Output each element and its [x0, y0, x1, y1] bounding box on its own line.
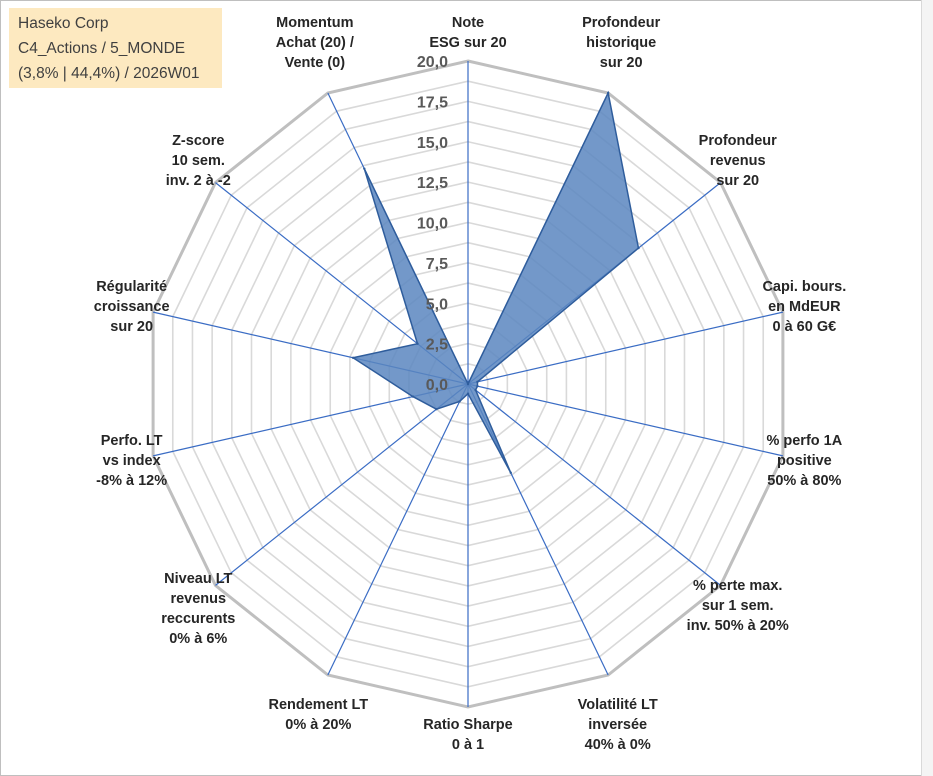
- axis-label-line: sur 20: [600, 55, 643, 71]
- axis-label-line: 50% à 80%: [767, 473, 841, 489]
- info-company: Haseko Corp: [18, 15, 109, 32]
- axis-label: Perfo. LT vs index -8% à 12%: [96, 433, 167, 489]
- data-point: [351, 356, 355, 359]
- axis-label-line: sur 1 sem.: [702, 598, 774, 614]
- axis-label: Régularité croissance sur 20: [94, 279, 170, 335]
- axis-label-line: 0% à 6%: [169, 631, 227, 647]
- axis-label: Momentum Achat (20) / Vente (0): [276, 15, 354, 71]
- data-point: [476, 384, 479, 388]
- r-tick-label: 17,5: [417, 94, 448, 111]
- data-point: [606, 91, 610, 95]
- axis-spoke: [327, 383, 469, 676]
- data-point: [476, 380, 479, 384]
- axis-label-line: en MdEUR: [768, 299, 841, 315]
- axis-label-line: positive: [777, 453, 832, 469]
- axis-label-line: historique: [586, 35, 656, 51]
- axis-label-line: inv. 50% à 20%: [687, 618, 789, 634]
- axis-label: Profondeur revenus sur 20: [699, 133, 777, 189]
- axis-label-line: 0 à 1: [452, 737, 484, 753]
- info-box: Haseko Corp C4_Actions / 5_MONDE (3,8% |…: [9, 8, 222, 88]
- axis-label: % perfo 1A positive 50% à 80%: [766, 433, 842, 489]
- axis-label-line: sur 20: [716, 173, 759, 189]
- axis-label-line: ESG sur 20: [429, 35, 506, 51]
- data-point: [637, 246, 640, 250]
- axis-label: Profondeur historique sur 20: [582, 15, 660, 71]
- axis-label-line: Achat (20) /: [276, 35, 354, 51]
- sheet-gutter: [921, 0, 933, 776]
- axis-label-line: Ratio Sharpe: [423, 717, 512, 733]
- r-tick-label: 7,5: [426, 256, 448, 273]
- axis-label: % perte max. sur 1 sem. inv. 50% à 20%: [687, 578, 789, 634]
- axis-label-line: 10 sem.: [172, 153, 225, 169]
- data-point: [435, 407, 438, 411]
- axis-label: Ratio Sharpe 0 à 1: [423, 717, 512, 753]
- axis-label-line: Profondeur: [582, 15, 660, 31]
- axis-label: Volatilité LT inversée 40% à 0%: [578, 697, 658, 753]
- axis-spoke: [467, 383, 784, 457]
- data-point: [466, 382, 470, 386]
- data-point: [466, 392, 470, 395]
- info-portfolio: C4_Actions / 5_MONDE: [18, 40, 186, 57]
- r-tick-label: 10,0: [417, 216, 448, 233]
- axis-label-line: Capi. bours.: [762, 279, 846, 295]
- axis-label-line: reccurents: [161, 611, 235, 627]
- axis-spoke: [215, 383, 469, 586]
- axis-label-line: Note: [452, 15, 484, 31]
- axis-label-line: revenus: [710, 153, 766, 169]
- r-tick-label: 2,5: [426, 337, 448, 354]
- axis-label-line: Rendement LT: [268, 697, 368, 713]
- axis-label-line: Régularité: [96, 279, 167, 295]
- axis-label-line: sur 20: [110, 319, 153, 335]
- axis-spoke: [467, 383, 721, 586]
- data-point: [411, 395, 415, 398]
- r-tick-label: 20,0: [417, 54, 448, 71]
- axis-label: Z-score 10 sem. inv. 2 à -2: [166, 133, 231, 189]
- data-point: [474, 388, 477, 392]
- r-tick-label: 5,0: [426, 296, 448, 313]
- axis-label: Capi. bours. en MdEUR 0 à 60 G€: [762, 279, 846, 335]
- data-point: [363, 167, 366, 170]
- axis-label-line: 0% à 20%: [285, 717, 351, 733]
- axis-label-line: inv. 2 à -2: [166, 173, 231, 189]
- axis-label-line: 0 à 60 G€: [773, 319, 837, 335]
- axis-label-line: Profondeur: [699, 133, 777, 149]
- axis-label: Rendement LT 0% à 20%: [268, 697, 368, 733]
- info-stats: (3,8% | 44,4%) / 2026W01: [18, 65, 200, 82]
- axis-label-line: revenus: [170, 591, 226, 607]
- axis-label-line: % perfo 1A: [766, 433, 842, 449]
- data-point: [509, 471, 512, 474]
- axis-label-line: % perte max.: [693, 578, 782, 594]
- axis-label: Note ESG sur 20: [429, 15, 506, 51]
- r-tick-label: 12,5: [417, 175, 448, 192]
- r-tick-label: 0,0: [426, 377, 448, 394]
- axis-label-line: Niveau LT: [164, 571, 232, 587]
- axis-label-line: Vente (0): [285, 55, 346, 71]
- axis-label-line: inversée: [588, 717, 647, 733]
- axis-label-line: vs index: [103, 453, 161, 469]
- axis-label-line: croissance: [94, 299, 170, 315]
- r-tick-label: 15,0: [417, 135, 448, 152]
- data-point: [416, 342, 419, 345]
- axis-spoke: [467, 311, 784, 385]
- axis-label-line: Z-score: [172, 133, 224, 149]
- axis-label-line: Perfo. LT: [101, 433, 163, 449]
- axis-label-line: Volatilité LT: [578, 697, 658, 713]
- axis-label: Niveau LT revenus reccurents 0% à 6%: [161, 571, 235, 647]
- axis-label-line: Momentum: [276, 15, 353, 31]
- data-point: [458, 400, 461, 403]
- axis-label-line: 40% à 0%: [585, 737, 651, 753]
- axis-label-line: -8% à 12%: [96, 473, 167, 489]
